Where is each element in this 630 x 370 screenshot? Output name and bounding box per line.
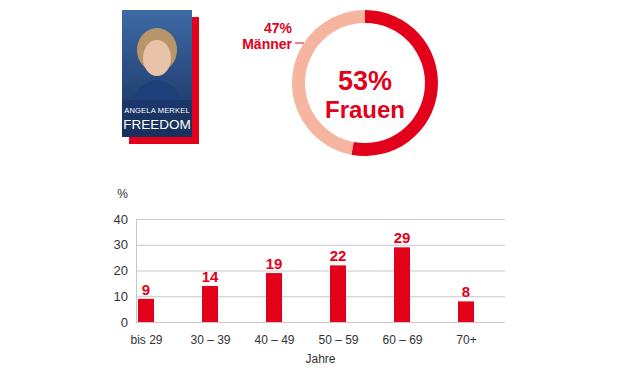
y-tick: 20 bbox=[114, 263, 505, 278]
data-label: 8 bbox=[462, 283, 470, 300]
x-axis: bis 29 30 – 39 40 – 49 50 – 59 60 – 69 70+ bbox=[130, 322, 476, 347]
cover-background bbox=[122, 10, 192, 137]
bar-chart: 0 10 20 30 40 bis 29 30 – 39 40 – 49 50 – 59 60 –… bbox=[114, 187, 505, 366]
grid-line bbox=[136, 322, 505, 323]
y-tick: 0 bbox=[121, 315, 505, 330]
data-label: 29 bbox=[394, 229, 411, 246]
donut-center-category: Frauen bbox=[325, 96, 405, 123]
data-label: 19 bbox=[266, 255, 283, 272]
x-tick: 40 – 49 bbox=[254, 322, 294, 347]
data-label: 9 bbox=[142, 281, 150, 298]
y-tick-label: 40 bbox=[114, 212, 128, 227]
donut-outer-value: 47% bbox=[264, 20, 293, 36]
bar bbox=[458, 301, 474, 322]
bar bbox=[202, 286, 218, 322]
x-tick-label: 30 – 39 bbox=[190, 333, 230, 347]
donut-center-value: 53% bbox=[338, 66, 392, 96]
grid-line bbox=[136, 219, 505, 220]
y-tick: 30 bbox=[114, 237, 505, 252]
cover-text-band bbox=[122, 100, 192, 137]
bar bbox=[394, 247, 410, 322]
x-tick: 60 – 69 bbox=[382, 322, 422, 347]
x-tick: 50 – 59 bbox=[318, 322, 358, 347]
x-tick-label: 60 – 69 bbox=[382, 333, 422, 347]
bar bbox=[330, 265, 346, 322]
y-axis-title: % bbox=[117, 187, 128, 201]
cover-author: ANGELA MERKEL bbox=[124, 106, 190, 115]
x-tick: 30 – 39 bbox=[190, 322, 230, 347]
book-cover: ANGELA MERKEL FREEDOM bbox=[122, 10, 199, 144]
x-axis-title: Jahre bbox=[305, 352, 335, 366]
data-label: 22 bbox=[330, 247, 347, 264]
y-tick: 10 bbox=[114, 289, 505, 304]
x-tick-label: 50 – 59 bbox=[318, 333, 358, 347]
cover-face bbox=[143, 40, 171, 76]
bars bbox=[138, 247, 474, 322]
x-tick-label: bis 29 bbox=[130, 333, 162, 347]
cover-title: FREEDOM bbox=[123, 117, 191, 132]
y-axis: 0 10 20 30 40 bbox=[114, 212, 505, 330]
data-labels: 9 14 19 22 29 8 bbox=[142, 229, 470, 300]
x-tick-label: 40 – 49 bbox=[254, 333, 294, 347]
x-tick-label: 70+ bbox=[456, 333, 476, 347]
y-tick-label: 30 bbox=[114, 237, 128, 252]
data-label: 14 bbox=[202, 268, 219, 285]
donut-outer-category: Männer bbox=[242, 36, 292, 52]
leader-line bbox=[295, 43, 304, 44]
y-tick: 40 bbox=[114, 212, 505, 227]
bar bbox=[266, 273, 282, 322]
grid-line bbox=[136, 245, 505, 246]
y-tick-label: 0 bbox=[121, 315, 128, 330]
y-tick-label: 10 bbox=[114, 289, 128, 304]
bar bbox=[138, 299, 154, 322]
y-tick-label: 20 bbox=[114, 263, 128, 278]
grid-line bbox=[136, 271, 505, 272]
grid-line bbox=[136, 296, 505, 297]
chart-canvas: ANGELA MERKEL FREEDOM 53%Frauen 47%Männer 0 1… bbox=[0, 0, 630, 370]
x-tick: bis 29 bbox=[130, 322, 162, 347]
x-tick: 70+ bbox=[456, 322, 476, 347]
donut-slices bbox=[292, 10, 438, 156]
donut-chart: 53%Frauen 47%Männer bbox=[242, 10, 438, 156]
